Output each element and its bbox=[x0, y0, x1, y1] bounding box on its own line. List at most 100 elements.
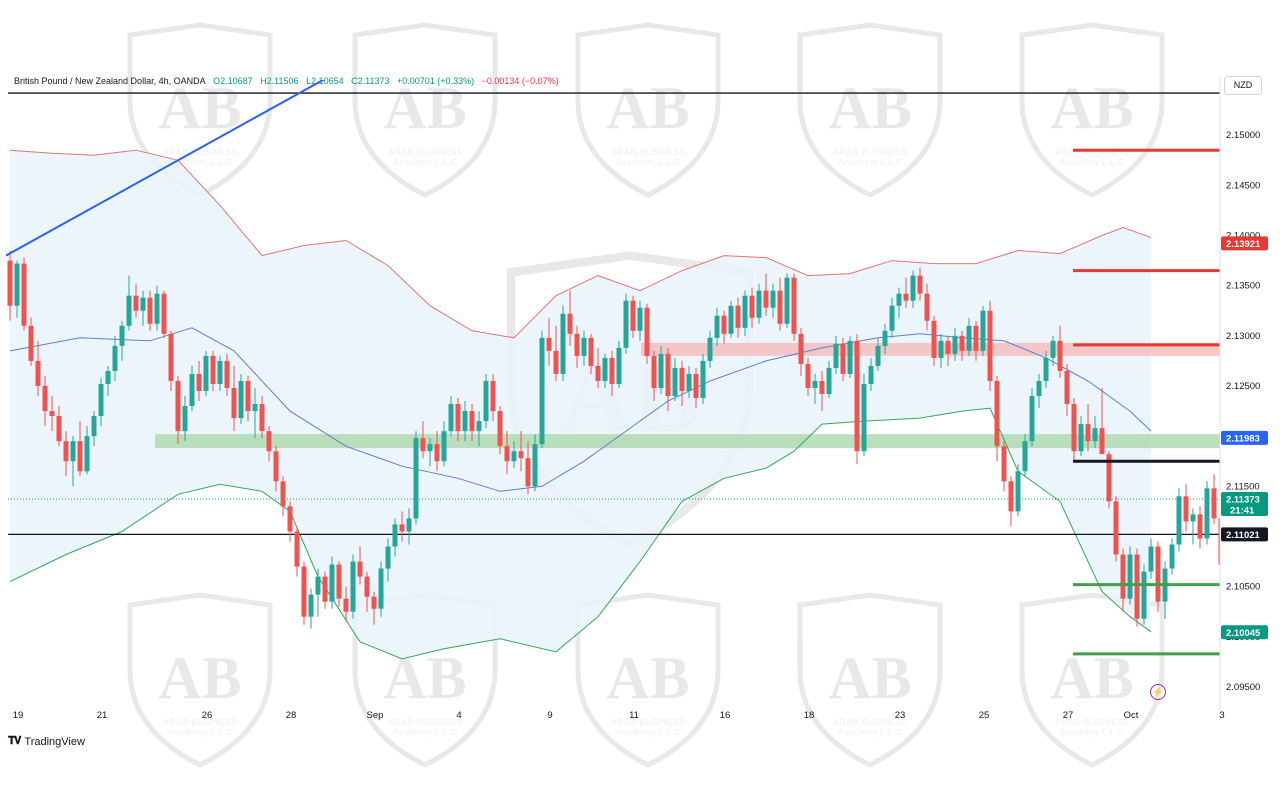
candle-body[interactable] bbox=[546, 337, 552, 351]
candle-body[interactable] bbox=[812, 380, 818, 388]
candle-body[interactable] bbox=[588, 337, 594, 366]
candle-body[interactable] bbox=[854, 340, 860, 452]
candle-body[interactable] bbox=[280, 481, 286, 507]
candle-body[interactable] bbox=[196, 373, 202, 391]
candle-body[interactable] bbox=[378, 568, 384, 609]
candle-body[interactable] bbox=[1008, 481, 1014, 512]
candle-body[interactable] bbox=[567, 313, 573, 334]
candle-body[interactable] bbox=[693, 373, 699, 399]
candle-body[interactable] bbox=[672, 367, 678, 397]
candle-body[interactable] bbox=[168, 333, 174, 381]
candle-body[interactable] bbox=[1085, 424, 1091, 442]
candle-body[interactable] bbox=[147, 297, 153, 324]
candle-body[interactable] bbox=[623, 300, 629, 348]
candle-body[interactable] bbox=[189, 373, 195, 407]
candle-body[interactable] bbox=[959, 335, 965, 351]
candle-body[interactable] bbox=[868, 365, 874, 384]
lightning-icon[interactable]: ⚡ bbox=[1150, 684, 1166, 700]
candle-body[interactable] bbox=[749, 295, 755, 318]
candle-body[interactable] bbox=[826, 367, 832, 395]
candle-body[interactable] bbox=[350, 561, 356, 612]
candle-body[interactable] bbox=[700, 360, 706, 399]
candle-body[interactable] bbox=[1211, 488, 1217, 519]
candle-body[interactable] bbox=[469, 411, 475, 432]
candle-body[interactable] bbox=[343, 598, 349, 612]
candle-body[interactable] bbox=[21, 263, 27, 326]
candle-body[interactable] bbox=[903, 293, 909, 301]
candle-body[interactable] bbox=[581, 337, 587, 356]
candle-body[interactable] bbox=[1029, 396, 1035, 442]
candle-body[interactable] bbox=[315, 576, 321, 595]
candle-body[interactable] bbox=[259, 404, 265, 432]
candle-body[interactable] bbox=[1169, 544, 1175, 569]
candle-body[interactable] bbox=[1071, 404, 1077, 452]
candle-body[interactable] bbox=[1050, 340, 1056, 358]
candle-body[interactable] bbox=[1001, 446, 1007, 482]
candle-body[interactable] bbox=[679, 367, 685, 391]
candle-body[interactable] bbox=[728, 305, 734, 334]
candle-body[interactable] bbox=[574, 333, 580, 356]
candle-body[interactable] bbox=[987, 310, 993, 381]
candle-body[interactable] bbox=[105, 370, 111, 384]
candle-body[interactable] bbox=[1064, 370, 1070, 405]
candle-body[interactable] bbox=[644, 307, 650, 356]
candle-body[interactable] bbox=[735, 305, 741, 328]
candle-body[interactable] bbox=[364, 576, 370, 597]
candle-body[interactable] bbox=[1022, 441, 1028, 472]
candle-body[interactable] bbox=[931, 320, 937, 358]
candle-body[interactable] bbox=[973, 325, 979, 351]
candle-body[interactable] bbox=[329, 564, 335, 602]
candle-body[interactable] bbox=[861, 383, 867, 452]
candle-body[interactable] bbox=[532, 444, 538, 487]
candle-body[interactable] bbox=[406, 518, 412, 532]
candle-body[interactable] bbox=[1176, 496, 1182, 545]
candle-body[interactable] bbox=[777, 290, 783, 324]
candle-body[interactable] bbox=[126, 295, 132, 326]
candle-body[interactable] bbox=[616, 347, 622, 384]
candle-body[interactable] bbox=[14, 263, 20, 306]
candle-body[interactable] bbox=[1197, 514, 1203, 539]
candle-body[interactable] bbox=[441, 431, 447, 462]
candle-body[interactable] bbox=[1218, 518, 1224, 565]
candle-body[interactable] bbox=[658, 353, 664, 388]
candle-body[interactable] bbox=[266, 431, 272, 452]
candle-body[interactable] bbox=[1036, 380, 1042, 397]
candle-body[interactable] bbox=[154, 293, 160, 324]
candle-body[interactable] bbox=[840, 343, 846, 374]
candle-body[interactable] bbox=[1099, 428, 1105, 455]
candle-body[interactable] bbox=[483, 380, 489, 422]
tradingview-logo[interactable]: 𝐓𝐕 TradingView bbox=[8, 735, 85, 748]
candle-body[interactable] bbox=[798, 333, 804, 364]
candle-body[interactable] bbox=[602, 357, 608, 381]
candle-body[interactable] bbox=[938, 340, 944, 358]
candle-body[interactable] bbox=[1148, 546, 1154, 572]
candle-body[interactable] bbox=[1155, 546, 1161, 602]
candle-body[interactable] bbox=[231, 387, 237, 419]
candle-body[interactable] bbox=[763, 290, 769, 308]
candle-body[interactable] bbox=[371, 596, 377, 609]
candle-body[interactable] bbox=[1190, 514, 1196, 522]
candle-body[interactable] bbox=[833, 343, 839, 368]
candle-body[interactable] bbox=[245, 380, 251, 412]
candle-body[interactable] bbox=[791, 277, 797, 334]
candle-body[interactable] bbox=[882, 330, 888, 346]
candle-body[interactable] bbox=[455, 404, 461, 432]
candle-body[interactable] bbox=[630, 300, 636, 331]
candle-body[interactable] bbox=[539, 337, 545, 445]
candle-body[interactable] bbox=[1204, 488, 1210, 539]
candle-body[interactable] bbox=[56, 416, 62, 442]
candle-body[interactable] bbox=[560, 313, 566, 374]
candle-body[interactable] bbox=[819, 380, 825, 395]
candle-body[interactable] bbox=[98, 383, 104, 417]
candle-body[interactable] bbox=[49, 411, 55, 417]
candle-body[interactable] bbox=[161, 293, 167, 334]
candle-body[interactable] bbox=[784, 277, 790, 324]
candle-body[interactable] bbox=[301, 566, 307, 617]
candle-body[interactable] bbox=[385, 546, 391, 569]
candle-body[interactable] bbox=[966, 325, 972, 351]
candle-body[interactable] bbox=[84, 436, 90, 472]
candle-body[interactable] bbox=[896, 293, 902, 306]
candle-body[interactable] bbox=[525, 458, 531, 487]
candle-body[interactable] bbox=[434, 444, 440, 462]
